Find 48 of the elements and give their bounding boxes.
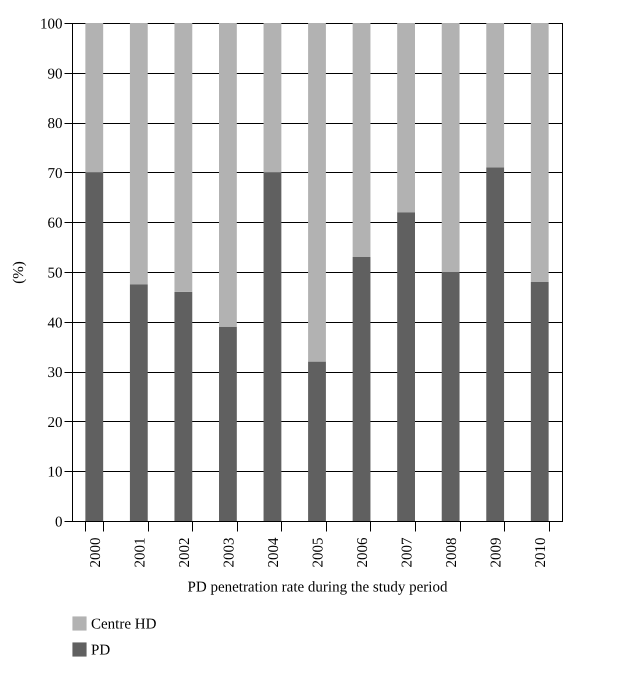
legend-label: PD	[91, 642, 110, 658]
y-axis-title: (%)	[11, 261, 27, 284]
x-tick-label: 2005	[310, 538, 326, 568]
bar	[130, 284, 148, 521]
x-tick-label: 2009	[488, 538, 505, 568]
y-tick-label: 80	[48, 116, 62, 132]
bar	[174, 23, 192, 292]
bar	[352, 257, 370, 521]
bar	[352, 23, 370, 258]
x-tick-label: 2002	[176, 538, 193, 568]
y-tick-label: 50	[48, 266, 62, 282]
bar	[85, 172, 104, 521]
bar	[530, 282, 549, 521]
x-tick-label: 2000	[88, 538, 104, 568]
legend-label: Centre HD	[91, 616, 157, 632]
y-tick-label: 10	[48, 464, 62, 481]
bar	[442, 272, 460, 521]
bar	[530, 23, 549, 282]
bar	[219, 326, 237, 521]
y-tick-label: 60	[48, 216, 62, 232]
x-tick-label: 2007	[400, 537, 416, 568]
bar	[174, 292, 192, 521]
bar	[85, 23, 104, 172]
bar	[486, 167, 504, 521]
bar	[264, 172, 282, 521]
y-tick-label: 70	[48, 166, 62, 182]
x-tick-label: 2003	[221, 538, 238, 568]
bar	[264, 23, 282, 172]
y-tick-label: 20	[48, 414, 62, 431]
x-tick-label: 2006	[355, 537, 372, 568]
bar	[397, 212, 415, 521]
x-tick-label: 2010	[533, 538, 550, 568]
bar	[219, 23, 237, 327]
x-tick-label: 2001	[132, 538, 148, 568]
bar	[308, 23, 326, 362]
y-tick-label: 0	[55, 514, 62, 530]
x-axis-title: PD penetration rate during the study period	[188, 580, 448, 596]
bar	[308, 362, 326, 521]
bar	[130, 23, 148, 284]
y-tick-label: 90	[48, 66, 62, 82]
x-tick-label: 2008	[444, 538, 460, 568]
x-tick-label: 2004	[266, 537, 282, 568]
bar	[486, 23, 504, 168]
y-tick-label: 100	[40, 16, 62, 32]
y-tick-label: 30	[48, 365, 62, 382]
bar	[397, 23, 415, 212]
bar	[442, 23, 460, 272]
y-tick-label: 40	[48, 315, 62, 332]
